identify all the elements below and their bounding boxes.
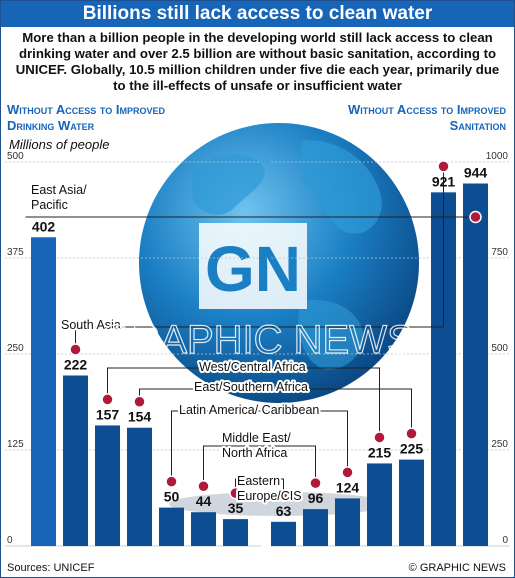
- value-label: 50: [164, 489, 180, 505]
- marker-dot: [373, 431, 386, 444]
- region-label: West/Central Africa: [199, 360, 306, 374]
- region-label-halo: East/Southern Africa: [194, 380, 308, 394]
- marker-dot: [229, 486, 242, 500]
- leader-line: [75, 166, 444, 350]
- value-label: 96: [308, 490, 324, 506]
- region-label-halo: North Africa: [222, 446, 287, 460]
- intro-text: More than a billion people in the develo…: [15, 30, 500, 93]
- left-tick-label: 375: [7, 247, 24, 258]
- left-axis-header: Without Access to Improved Drinking Wate…: [7, 102, 165, 133]
- bars: [31, 183, 488, 546]
- land-shape: [191, 154, 265, 215]
- marker-dot: [69, 343, 82, 356]
- region-label-halo: Latin America/ Caribbean: [179, 403, 319, 417]
- left-tick-label: 250: [7, 343, 24, 354]
- region-label: Eastern: [237, 474, 280, 488]
- marker-dot: [309, 476, 322, 490]
- value-label: 63: [276, 503, 292, 519]
- region-label: East Asia/: [31, 183, 87, 197]
- right-tick-label: 250: [491, 439, 508, 450]
- region-label-halo: South Asia: [61, 318, 121, 332]
- value-label: 944: [464, 165, 488, 181]
- bar-sanitation: [335, 498, 360, 546]
- region-label: South Asia: [61, 318, 121, 332]
- marker-dot: [197, 479, 210, 493]
- globe-shadow: [169, 492, 389, 516]
- bar-sanitation: [463, 183, 488, 546]
- leader-line: [235, 478, 284, 496]
- marker-dot: [469, 210, 482, 224]
- region-label: Pacific: [31, 198, 68, 212]
- title-bar: Billions still lack access to clean wate…: [1, 1, 514, 27]
- watermark: GRAPHIC NEWS: [100, 318, 413, 362]
- right-axis-header: Without Access to Improved Sanitation: [348, 102, 506, 133]
- bar-drinking-water: [191, 512, 216, 546]
- value-label: 124: [336, 479, 360, 495]
- region-label-halo: East Asia/: [31, 183, 87, 197]
- region-label-halo: Pacific: [31, 198, 68, 212]
- bar-drinking-water: [127, 427, 152, 546]
- left-tick-label: 0: [7, 535, 13, 546]
- logo-box: [199, 223, 307, 309]
- value-label: 154: [128, 409, 152, 425]
- region-label-halo: West/Central Africa: [199, 360, 306, 374]
- page-title: Billions still lack access to clean wate…: [82, 3, 433, 24]
- globe: GN: [139, 123, 419, 516]
- region-label-halo: Europe/CIS: [237, 489, 302, 503]
- leader-line: [203, 445, 316, 487]
- leader-line: [171, 410, 348, 482]
- left-tick-label: 500: [7, 151, 24, 162]
- leader-line: [139, 388, 412, 434]
- marker-dot: [133, 395, 146, 408]
- marker-dot: [101, 393, 114, 406]
- units-label: Millions of people: [9, 137, 110, 152]
- land-shape: [298, 299, 364, 370]
- region-label: Middle East/: [222, 431, 291, 445]
- value-label: 402: [32, 218, 56, 234]
- right-tick-label: 500: [491, 343, 508, 354]
- bar-sanitation: [271, 521, 296, 546]
- value-label: 157: [96, 406, 120, 422]
- region-label-halo: Eastern: [237, 474, 280, 488]
- right-tick-label: 1000: [486, 151, 509, 162]
- logo-gn: GN: [205, 233, 301, 305]
- bar-drinking-water: [159, 507, 184, 546]
- region-label: Europe/CIS: [237, 489, 302, 503]
- right-tick-label: 0: [502, 535, 508, 546]
- right-tick-label: 750: [491, 247, 508, 258]
- value-label: 44: [196, 493, 212, 509]
- bar-drinking-water: [31, 237, 56, 546]
- marker-dot: [277, 489, 290, 503]
- bar-sanitation: [399, 459, 424, 546]
- value-label: 35: [228, 500, 244, 516]
- value-label: 921: [432, 173, 456, 189]
- marker-dot: [437, 160, 450, 173]
- land-shape: [301, 140, 382, 234]
- sources-note: Sources: UNICEF: [7, 562, 95, 574]
- value-label: 225: [400, 441, 424, 457]
- bar-drinking-water: [223, 519, 248, 546]
- bar-sanitation: [367, 463, 392, 546]
- value-label: 215: [368, 444, 392, 460]
- bar-sanitation: [303, 509, 328, 546]
- marker-dot: [165, 475, 178, 488]
- left-tick-label: 125: [7, 439, 24, 450]
- credit-note: © GRAPHIC NEWS: [408, 562, 506, 574]
- region-label: North Africa: [222, 446, 287, 460]
- bar-drinking-water: [63, 375, 88, 546]
- region-label: Latin America/ Caribbean: [179, 403, 319, 417]
- bar-drinking-water: [95, 425, 120, 546]
- region-label: East/Southern Africa: [194, 380, 308, 394]
- value-label: 222: [64, 357, 88, 373]
- region-label-halo: Middle East/: [222, 431, 291, 445]
- marker-dot: [341, 466, 354, 479]
- leader-line: [107, 367, 380, 438]
- marker-dot: [405, 427, 418, 440]
- leader-lines: [25, 160, 482, 503]
